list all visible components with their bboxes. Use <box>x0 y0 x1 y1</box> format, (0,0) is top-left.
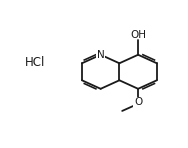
Text: N: N <box>97 50 105 60</box>
Text: OH: OH <box>130 30 146 40</box>
Text: HCl: HCl <box>25 56 45 69</box>
Text: O: O <box>134 97 142 107</box>
